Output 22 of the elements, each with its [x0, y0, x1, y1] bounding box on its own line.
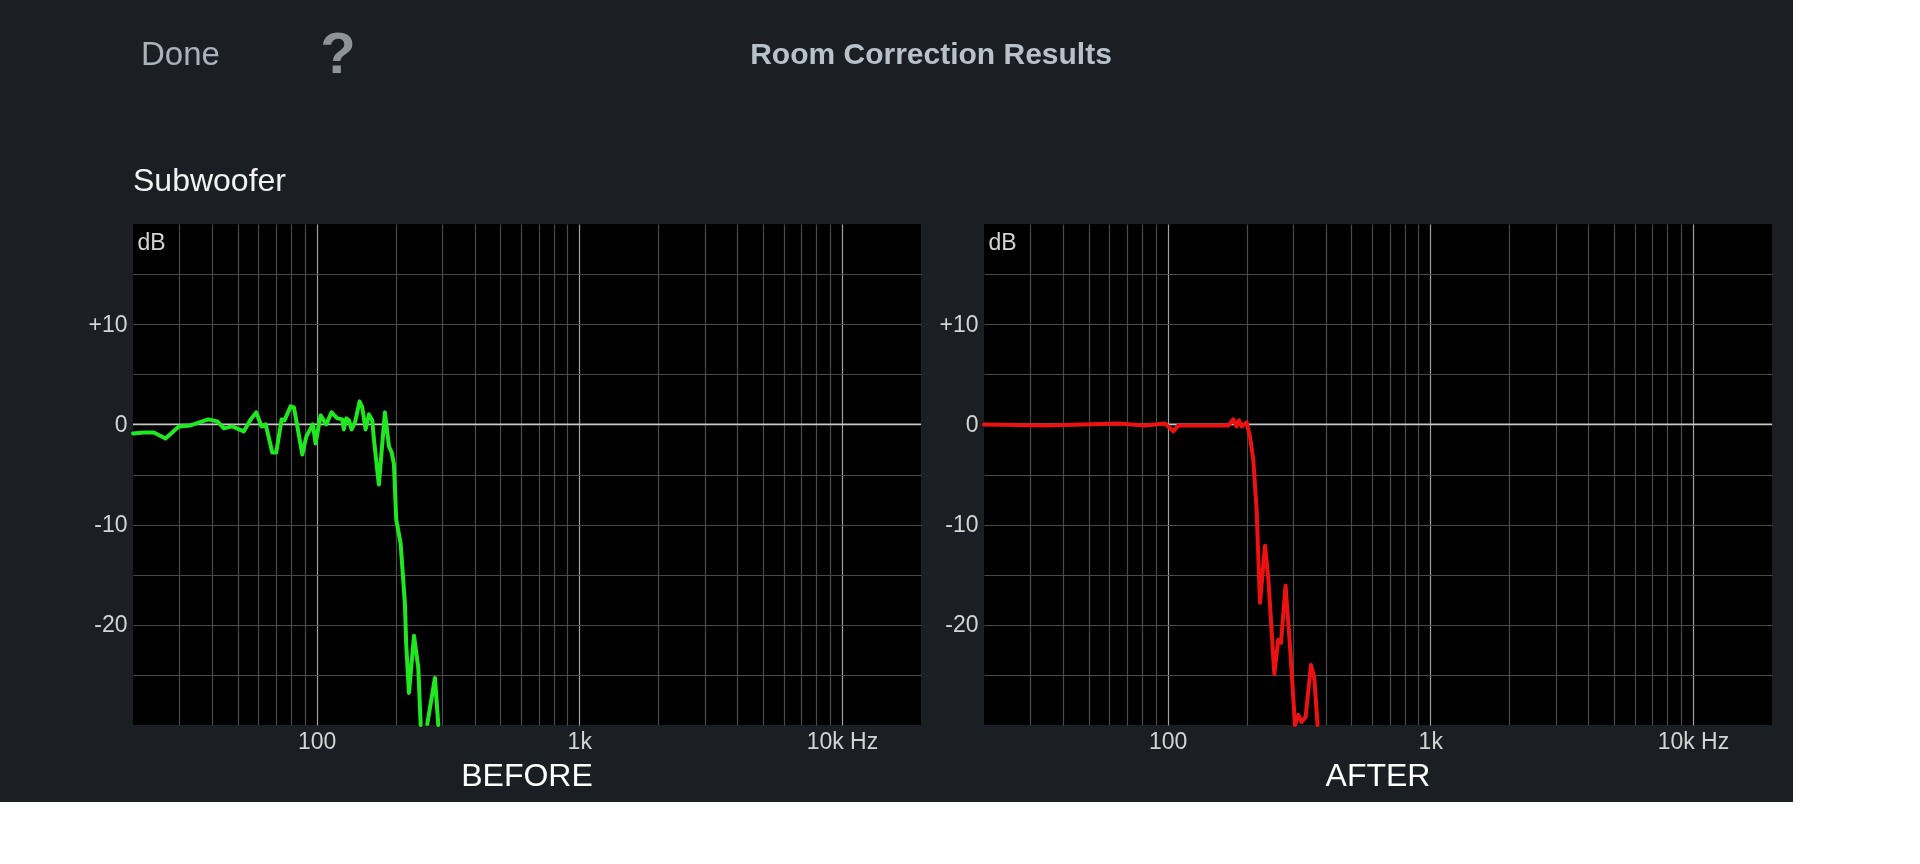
text: ? — [320, 20, 356, 85]
y-tick-label: -20 — [94, 611, 128, 638]
x-tick-label: 1k — [567, 727, 593, 754]
y-tick-label: +10 — [88, 310, 128, 337]
text: Room Correction Results — [750, 37, 1112, 70]
y-axis-title: dB — [137, 228, 166, 255]
text: Subwoofer — [133, 162, 287, 198]
y-tick-label: -10 — [945, 511, 979, 538]
text: Done — [141, 35, 220, 72]
y-tick-label: -20 — [945, 611, 979, 638]
y-tick-label: 0 — [114, 410, 128, 437]
x-tick-label: 100 — [1148, 727, 1188, 754]
x-tick-label: 10k Hz — [1657, 727, 1730, 754]
y-tick-label: 0 — [965, 410, 979, 437]
x-tick-label: 1k — [1418, 727, 1444, 754]
text: AFTER — [1325, 757, 1431, 793]
x-tick-label: 100 — [297, 727, 337, 754]
y-tick-label: +10 — [939, 310, 979, 337]
text: BEFORE — [461, 757, 593, 793]
y-axis-title: dB — [988, 228, 1017, 255]
y-tick-label: -10 — [94, 511, 128, 538]
x-tick-label: 10k Hz — [806, 727, 879, 754]
